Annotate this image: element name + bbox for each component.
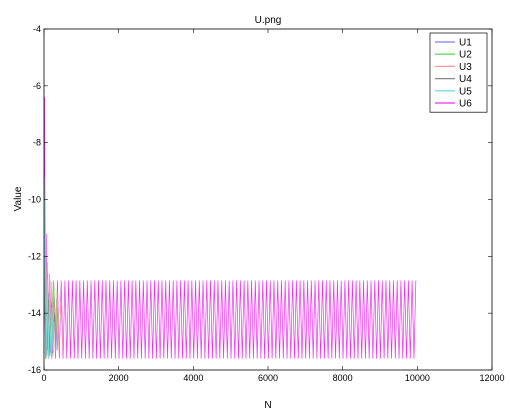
series-line-u6	[43, 97, 417, 359]
x-tick-label: 2000	[109, 373, 129, 383]
y-tick-label: -6	[33, 81, 41, 91]
legend-label-u3: U3	[459, 62, 472, 73]
y-tick-label: -16	[28, 365, 41, 375]
series-layer	[43, 97, 417, 359]
chart-title: U.png	[255, 15, 282, 26]
y-tick-label: -4	[33, 24, 41, 34]
x-tick-label: 10000	[405, 373, 430, 383]
legend-label-u5: U5	[459, 86, 472, 97]
plot-background	[44, 29, 492, 370]
x-tick-label: 6000	[258, 373, 278, 383]
x-tick-label: 0	[41, 373, 46, 383]
y-tick-label: -8	[33, 138, 41, 148]
y-tick-label: -14	[28, 308, 41, 318]
series-line-u3	[43, 267, 64, 356]
ticks-layer: 0 2000 4000 6000 8000 10000 12000 -4 -6 -8 -10 -12 -…	[28, 24, 505, 383]
y-axis-label: Value	[13, 186, 24, 211]
x-axis-label: N	[264, 400, 271, 409]
legend-box	[429, 32, 488, 113]
y-tick-label: -12	[28, 251, 41, 261]
x-tick-label: 8000	[333, 373, 353, 383]
y-tick-label: -10	[28, 195, 41, 205]
x-tick-label: 12000	[479, 373, 504, 383]
x-tick-label: 4000	[183, 373, 203, 383]
series-line-u5	[43, 176, 55, 359]
legend-label-u1: U1	[459, 38, 472, 49]
legend-label-u6: U6	[459, 99, 472, 110]
legend-label-u2: U2	[459, 50, 472, 61]
legend-label-u4: U4	[459, 74, 472, 85]
